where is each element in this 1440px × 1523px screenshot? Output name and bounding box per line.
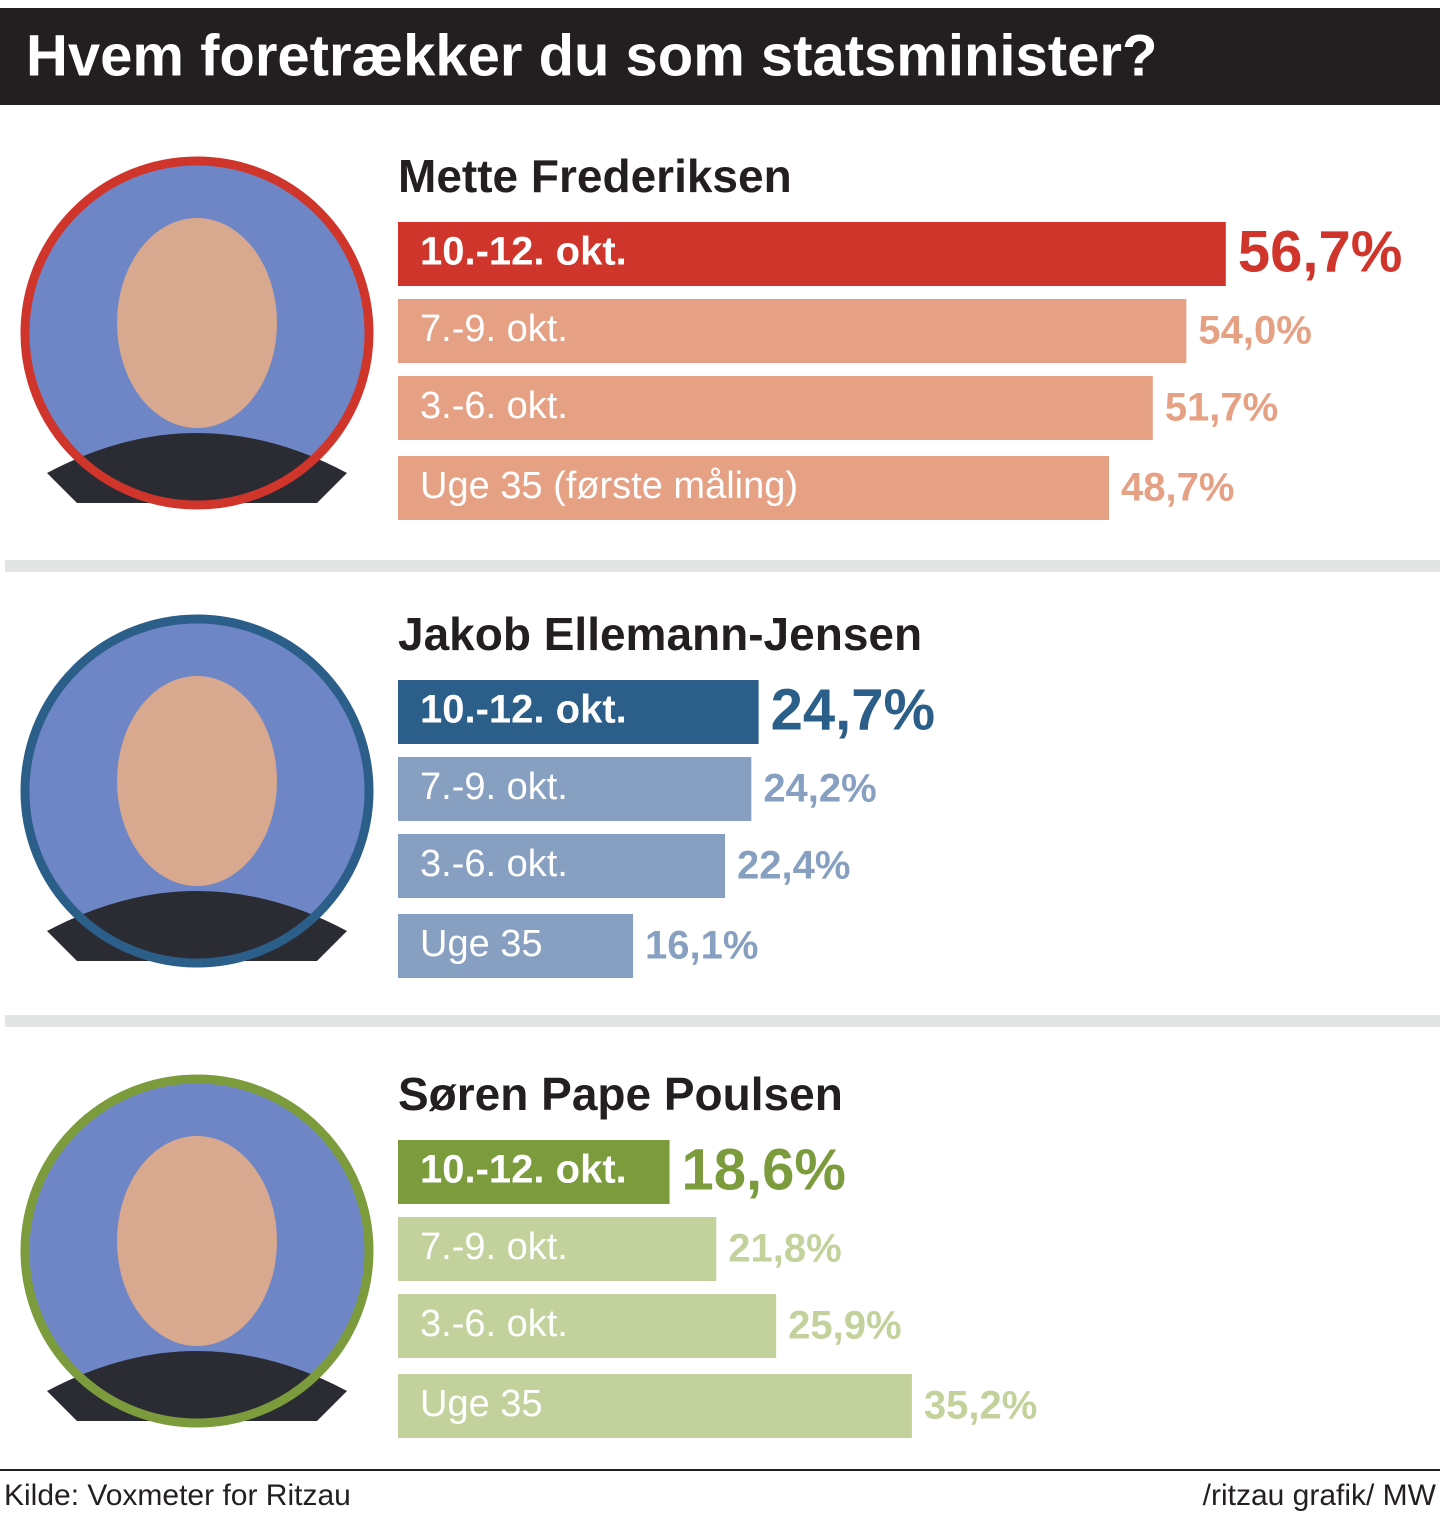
value-label: 16,1%	[645, 924, 758, 968]
bar	[398, 456, 1110, 520]
value-label: 56,7%	[1238, 219, 1402, 284]
value-label: 51,7%	[1165, 386, 1278, 430]
source: Kilde: Voxmeter for Ritzau	[4, 1479, 351, 1512]
candidate-name: Mette Frederiksen	[398, 150, 792, 202]
separator	[5, 560, 1440, 572]
portrait-ring	[20, 156, 374, 510]
bar-category: Uge 35	[420, 923, 543, 965]
value-label: 24,2%	[763, 767, 876, 811]
value-label: 25,9%	[788, 1304, 901, 1348]
title: Hvem foretrækker du som statsminister?	[26, 23, 1157, 88]
candidate-name: Jakob Ellemann-Jensen	[398, 608, 922, 660]
bar	[398, 1140, 670, 1204]
portrait-ring	[20, 1074, 374, 1428]
bar-category: 3.-6. okt.	[420, 843, 568, 885]
bar-category: 7.-9. okt.	[420, 766, 568, 808]
candidate-name: Søren Pape Poulsen	[398, 1068, 843, 1120]
title-bar	[0, 8, 1440, 105]
separator	[5, 1015, 1440, 1027]
credit: /ritzau grafik/ MW	[1203, 1479, 1437, 1512]
bar-category: 7.-9. okt.	[420, 308, 568, 350]
value-label: 22,4%	[737, 844, 850, 888]
bar-category: Uge 35	[420, 1383, 543, 1425]
portrait-head	[117, 676, 277, 886]
value-label: 35,2%	[924, 1384, 1037, 1428]
bar-category: 3.-6. okt.	[420, 385, 568, 427]
value-label: 18,6%	[682, 1137, 846, 1202]
bar	[398, 757, 752, 821]
bar	[398, 834, 726, 898]
bar	[398, 914, 634, 978]
bar	[398, 222, 1226, 286]
value-label: 48,7%	[1121, 466, 1234, 510]
bar-category: 10.-12. okt.	[420, 688, 627, 732]
bar-category: 10.-12. okt.	[420, 230, 627, 274]
bar-category: 3.-6. okt.	[420, 1303, 568, 1345]
bar	[398, 1374, 912, 1438]
value-label: 21,8%	[728, 1227, 841, 1271]
bar	[398, 680, 759, 744]
value-label: 54,0%	[1198, 309, 1311, 353]
bar	[398, 299, 1187, 363]
bar	[398, 1294, 777, 1358]
bar	[398, 1217, 717, 1281]
bar-category: Uge 35 (første måling)	[420, 465, 798, 507]
bar	[398, 376, 1153, 440]
portrait-head	[117, 218, 277, 428]
portrait-ring	[20, 614, 374, 968]
bar-category: 7.-9. okt.	[420, 1226, 568, 1268]
portrait-head	[117, 1136, 277, 1346]
bar-category: 10.-12. okt.	[420, 1148, 627, 1192]
value-label: 24,7%	[771, 677, 935, 742]
